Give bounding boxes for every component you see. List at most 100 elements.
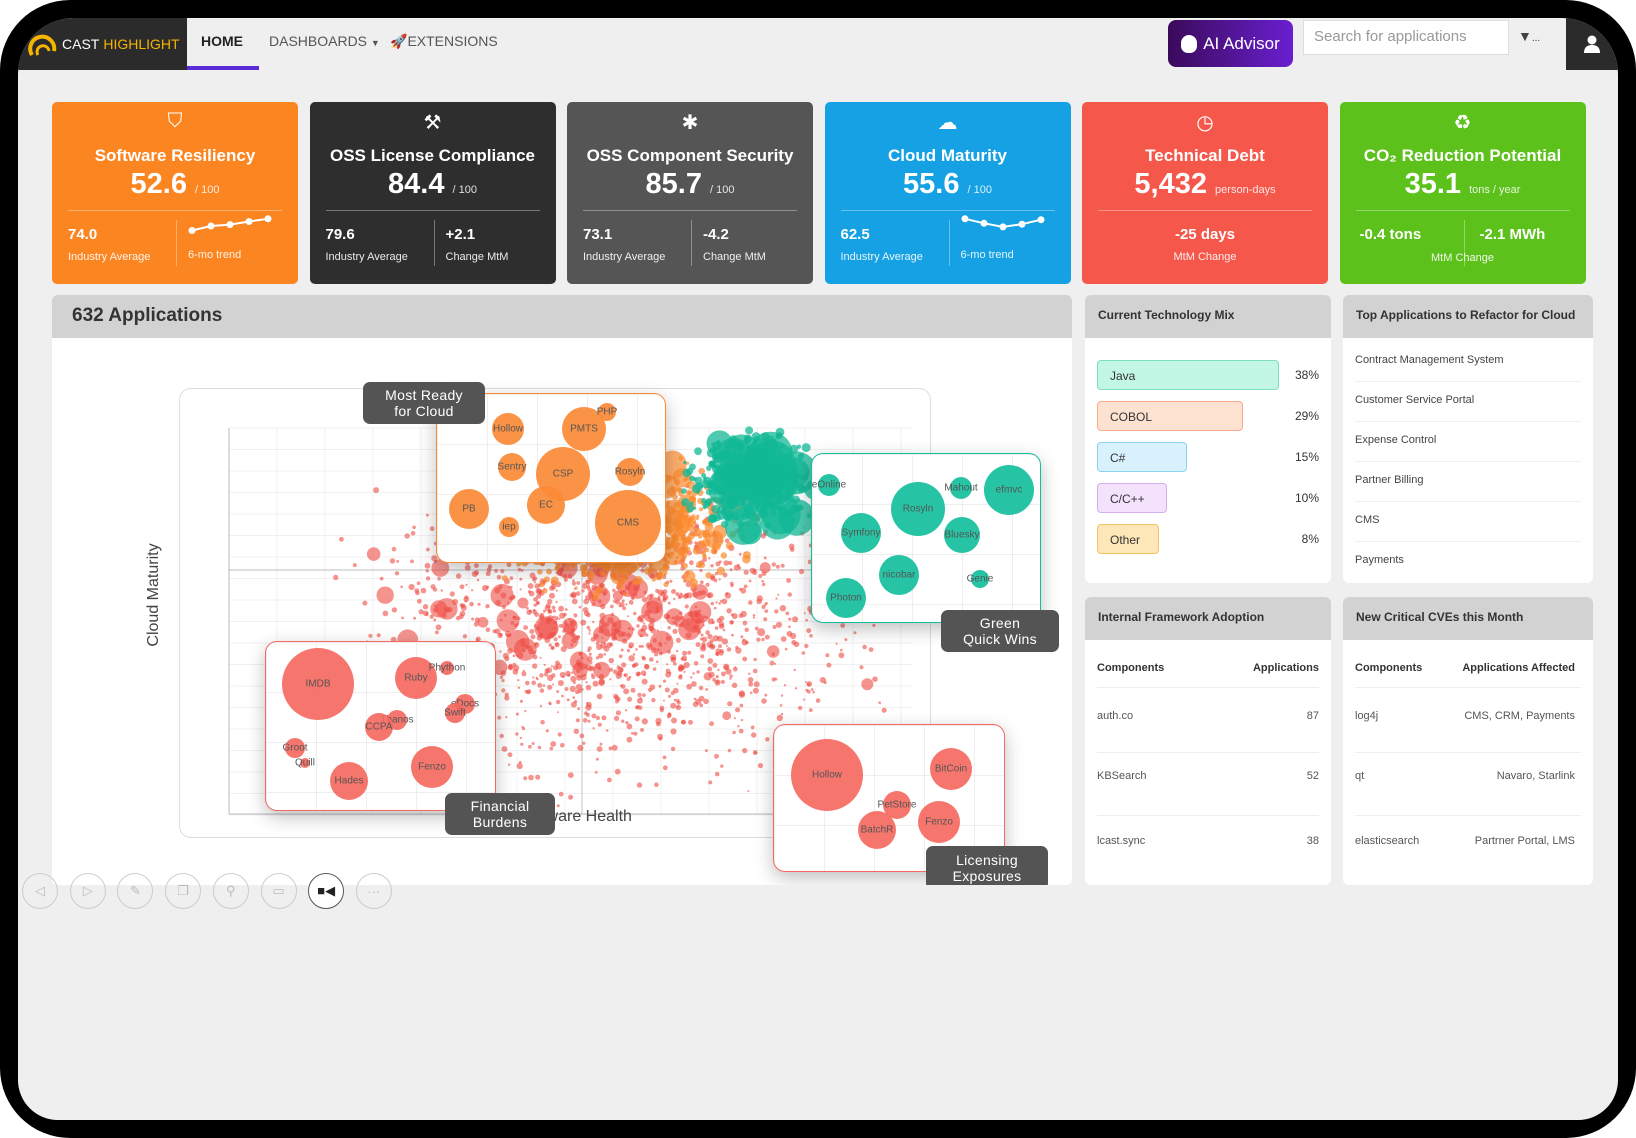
scatter-point[interactable]: [751, 469, 756, 474]
scatter-point[interactable]: [513, 623, 518, 628]
scatter-point[interactable]: [774, 662, 777, 665]
scatter-point[interactable]: [626, 615, 629, 618]
scatter-point[interactable]: [497, 715, 502, 720]
scatter-point[interactable]: [838, 652, 845, 659]
scatter-point[interactable]: [637, 705, 643, 710]
scatter-point[interactable]: [636, 782, 643, 788]
scatter-point[interactable]: [715, 651, 719, 656]
scatter-point[interactable]: [586, 702, 589, 705]
scatter-point[interactable]: [655, 588, 660, 593]
scatter-point[interactable]: [531, 742, 535, 745]
scatter-point[interactable]: [566, 698, 570, 702]
scatter-point[interactable]: [645, 633, 649, 637]
scatter-point[interactable]: [678, 675, 683, 680]
scatter-point[interactable]: [717, 466, 723, 472]
scatter-point[interactable]: [772, 625, 777, 629]
scatter-point[interactable]: [754, 626, 759, 631]
scatter-point[interactable]: [757, 628, 766, 637]
scatter-point[interactable]: [692, 672, 695, 675]
scatter-point[interactable]: [557, 711, 559, 714]
scatter-point[interactable]: [600, 603, 606, 610]
scatter-point[interactable]: [687, 491, 692, 496]
scatter-point[interactable]: [512, 615, 516, 619]
scatter-point[interactable]: [732, 666, 738, 672]
scatter-point[interactable]: [774, 609, 779, 614]
scatter-point[interactable]: [652, 667, 657, 671]
kpi-tile[interactable]: ⛉ Software Resiliency 52.6 / 100 74.0 Ind…: [52, 102, 298, 284]
scatter-point[interactable]: [519, 638, 525, 644]
scatter-point[interactable]: [729, 568, 733, 572]
scatter-point[interactable]: [710, 564, 714, 568]
scatter-point[interactable]: [498, 584, 503, 589]
scatter-point[interactable]: [699, 645, 707, 652]
tech-mix-bar[interactable]: Java: [1097, 360, 1279, 390]
scatter-point[interactable]: [628, 645, 633, 649]
scatter-point[interactable]: [720, 679, 726, 684]
scatter-point[interactable]: [595, 641, 599, 645]
scatter-point[interactable]: [551, 605, 556, 610]
scatter-point[interactable]: [726, 608, 732, 614]
scatter-point[interactable]: [700, 589, 707, 596]
scatter-point[interactable]: [569, 619, 574, 625]
scatter-point[interactable]: [425, 576, 431, 581]
scatter-point[interactable]: [714, 753, 719, 759]
scatter-point[interactable]: [694, 447, 702, 456]
scatter-point[interactable]: [601, 715, 607, 721]
scatter-point[interactable]: [676, 649, 679, 653]
scatter-point[interactable]: [560, 646, 567, 652]
scatter-point[interactable]: [544, 637, 551, 643]
nav-extensions[interactable]: 🚀EXTENSIONS: [390, 18, 498, 70]
scatter-point[interactable]: [733, 717, 737, 720]
scatter-point[interactable]: [689, 463, 696, 471]
scatter-point[interactable]: [477, 616, 489, 628]
scatter-point[interactable]: [780, 563, 785, 568]
scatter-point[interactable]: [598, 679, 605, 686]
scatter-point[interactable]: [699, 580, 704, 585]
scatter-point[interactable]: [665, 525, 675, 534]
scatter-point[interactable]: [719, 600, 723, 603]
scatter-point[interactable]: [517, 652, 524, 659]
scatter-point[interactable]: [744, 627, 749, 632]
scatter-point[interactable]: [733, 564, 741, 571]
scatter-point[interactable]: [565, 567, 570, 572]
scatter-point[interactable]: [572, 579, 575, 582]
scatter-point[interactable]: [689, 495, 696, 502]
scatter-point[interactable]: [791, 640, 797, 645]
scatter-point[interactable]: [693, 697, 697, 701]
scatter-point[interactable]: [671, 589, 676, 594]
scatter-point[interactable]: [673, 597, 676, 600]
scatter-point[interactable]: [557, 732, 562, 737]
scatter-point[interactable]: [730, 584, 734, 588]
scatter-point[interactable]: [716, 566, 726, 576]
scatter-point[interactable]: [742, 460, 750, 468]
scatter-point[interactable]: [720, 481, 760, 521]
scatter-point[interactable]: [663, 699, 665, 702]
scatter-point[interactable]: [671, 616, 675, 620]
scatter-point[interactable]: [628, 655, 635, 662]
scatter-point[interactable]: [704, 547, 710, 553]
scatter-point[interactable]: [717, 644, 723, 649]
scatter-point[interactable]: [712, 635, 719, 642]
scatter-point[interactable]: [509, 634, 512, 637]
scatter-point[interactable]: [595, 663, 601, 670]
scatter-point[interactable]: [585, 579, 590, 584]
scatter-point[interactable]: [674, 478, 681, 485]
scatter-point[interactable]: [362, 600, 368, 606]
scatter-point[interactable]: [592, 680, 599, 687]
scatter-point[interactable]: [601, 622, 606, 628]
nav-home[interactable]: HOME: [201, 33, 243, 49]
scatter-point[interactable]: [812, 690, 815, 694]
tech-mix-bar[interactable]: C#: [1097, 442, 1187, 472]
scatter-point[interactable]: [717, 488, 725, 496]
scatter-point[interactable]: [700, 633, 704, 637]
scatter-point[interactable]: [689, 560, 694, 566]
scatter-point[interactable]: [803, 698, 806, 701]
scatter-point[interactable]: [712, 662, 718, 668]
scatter-point[interactable]: [391, 546, 397, 552]
scatter-point[interactable]: [678, 618, 701, 641]
scatter-point[interactable]: [670, 728, 677, 735]
scatter-point[interactable]: [537, 617, 559, 639]
scatter-point[interactable]: [538, 614, 545, 621]
scatter-point[interactable]: [707, 633, 713, 640]
scatter-point[interactable]: [501, 679, 505, 683]
